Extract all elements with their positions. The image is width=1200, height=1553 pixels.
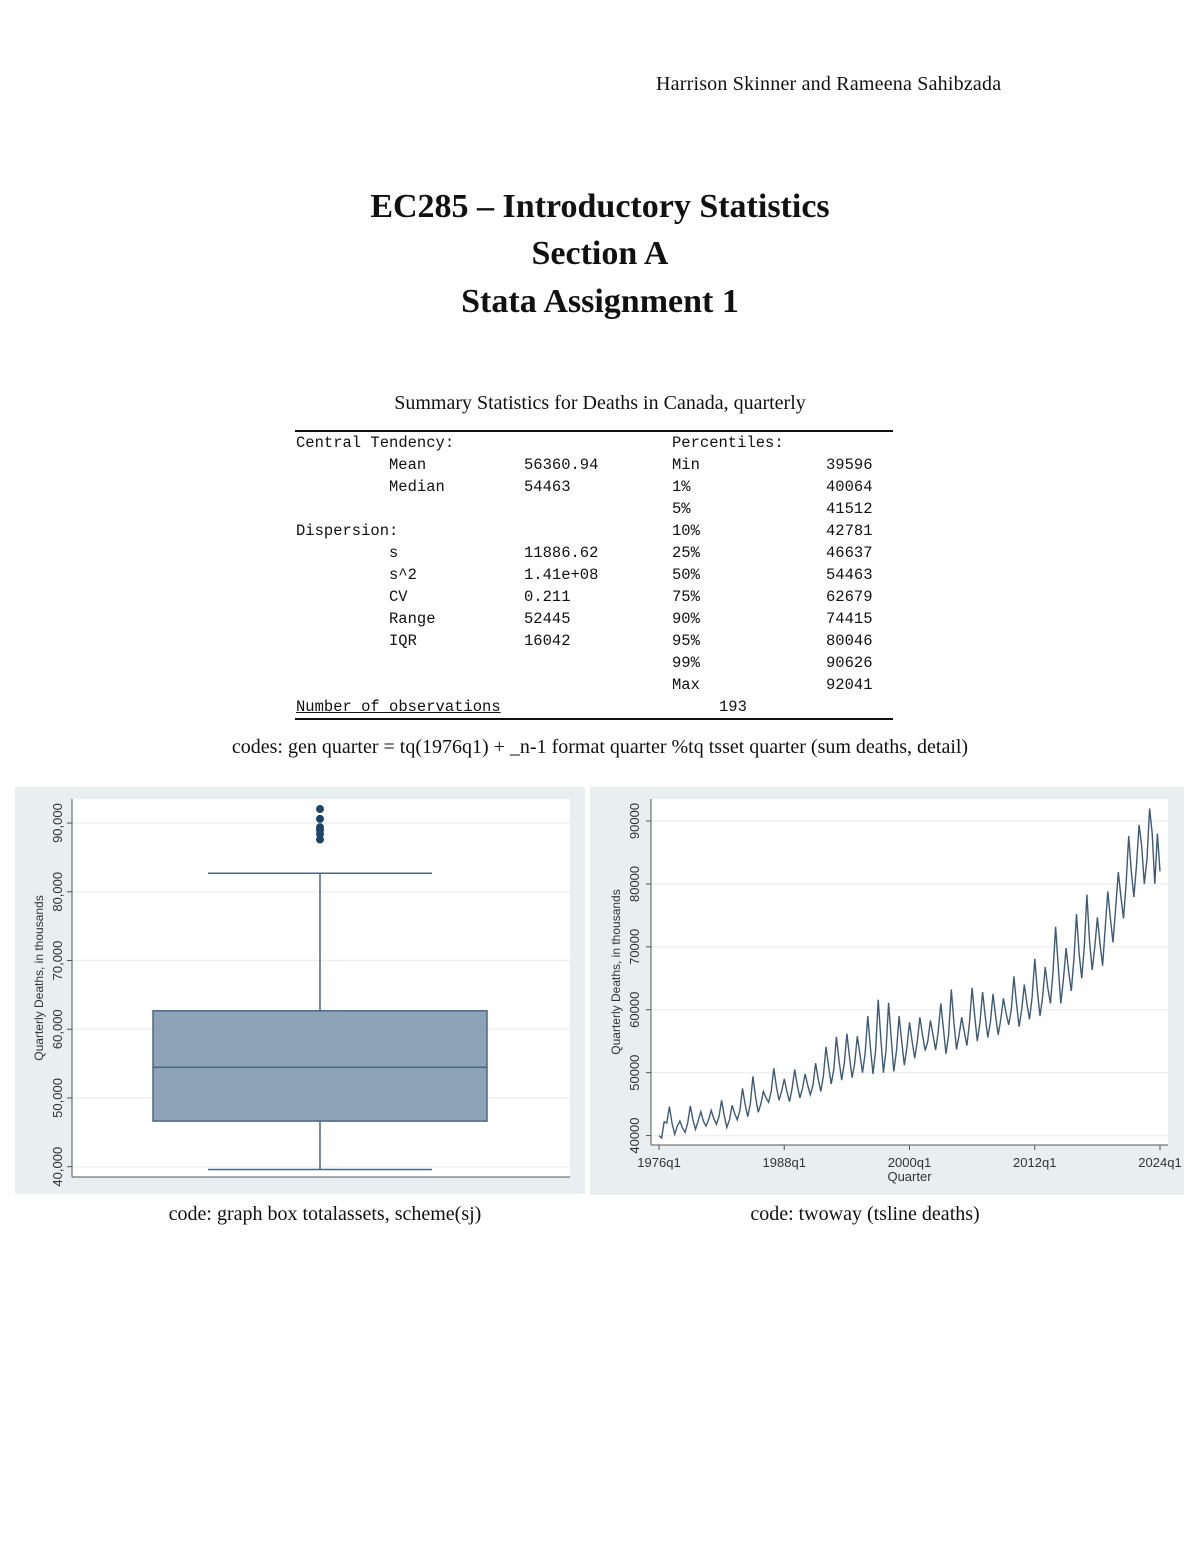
y-tick-label: 80000 [627, 866, 642, 902]
outlier-point [316, 835, 324, 844]
author-names: Harrison Skinner and Rameena Sahibzada [656, 73, 1002, 95]
box-plot: 40,000 50,000 60,000 70,000 80,000 90,000 Quar… [32, 799, 570, 1187]
percentile-value: 74415 [826, 610, 873, 628]
stat-name: Range [389, 610, 436, 628]
x-tick-label: 2012q1 [1013, 1155, 1056, 1170]
table-caption: Summary Statistics for Deaths in Canada,… [394, 392, 806, 414]
table-row: 99% 90626 [295, 652, 893, 674]
percentile-value: 39596 [826, 456, 873, 474]
percentile-label: 5% [672, 500, 691, 518]
outlier-point [316, 814, 324, 823]
box-plot-caption: code: graph box totalassets, scheme(sj) [168, 1203, 482, 1225]
time-series-chart: 40000 50000 60000 70000 80000 90000 1976q1 1988… [609, 799, 1182, 1184]
percentile-value: 40064 [826, 478, 873, 496]
percentile-label: 99% [672, 654, 700, 672]
percentile-label: 50% [672, 566, 700, 584]
percentile-value: 46637 [826, 544, 873, 562]
percentile-label: 90% [672, 610, 700, 628]
outlier-point [316, 823, 324, 832]
summary-statistics-table: Central Tendency: Percentiles: Mean 56360.9… [295, 430, 893, 720]
stat-name: CV [389, 588, 408, 606]
stat-value: 56360.94 [524, 456, 599, 474]
stat-value: 0.211 [524, 588, 571, 606]
y-tick-label: 40,000 [50, 1147, 65, 1187]
percentile-value: 41512 [826, 500, 873, 518]
stat-value: 52445 [524, 610, 571, 628]
stat-name: IQR [389, 632, 417, 650]
y-tick-label: 90,000 [50, 803, 65, 843]
line-chart-panel: 40000 50000 60000 70000 80000 90000 1976q1 1988… [590, 787, 1184, 1195]
outlier-point [316, 805, 324, 814]
x-tick-label: 1976q1 [637, 1155, 680, 1170]
table-row: Mean 56360.94 Min 39596 [295, 454, 893, 476]
stat-name: s^2 [389, 566, 417, 584]
line-chart-caption: code: twoway (tsline deaths) [750, 1203, 980, 1225]
y-tick-label: 40000 [627, 1117, 642, 1153]
stat-value: 16042 [524, 632, 571, 650]
table-row: Range 52445 90% 74415 [295, 608, 893, 630]
percentile-value: 42781 [826, 522, 873, 540]
percentile-value: 92041 [826, 676, 873, 694]
codes-text: codes: gen quarter = tq(1976q1) + _n-1 f… [231, 736, 969, 758]
table-row: Median 54463 1% 40064 [295, 476, 893, 498]
x-axis-label: Quarter [887, 1169, 932, 1184]
y-axis-label: Quarterly Deaths, in thousands [32, 895, 46, 1060]
assignment-title: Stata Assignment 1 [461, 283, 739, 320]
plot-area [651, 799, 1168, 1145]
percentile-value: 90626 [826, 654, 873, 672]
y-tick-label: 60,000 [50, 1009, 65, 1049]
x-tick-label: 2024q1 [1138, 1155, 1181, 1170]
table-row: 5% 41512 [295, 498, 893, 520]
y-tick-label: 50000 [627, 1055, 642, 1091]
y-tick-label: 60000 [627, 992, 642, 1028]
percentile-label: 75% [672, 588, 700, 606]
observations-label: Number of observations [296, 698, 501, 716]
observations-row: Number of observations 193 [295, 696, 893, 718]
box-plot-panel: 40,000 50,000 60,000 70,000 80,000 90,000 Quar… [15, 787, 585, 1194]
y-tick-label: 80,000 [50, 872, 65, 912]
deaths-series-line [658, 808, 1161, 1140]
table-row: s 11886.62 25% 46637 [295, 542, 893, 564]
observations-value: 193 [719, 698, 747, 716]
y-axis-label: Quarterly Deaths, in thousands [609, 889, 623, 1054]
stat-name: Mean [389, 456, 427, 474]
percentile-label: 10% [672, 522, 700, 540]
table-row: Max 92041 [295, 674, 893, 696]
stat-value: 54463 [524, 478, 571, 496]
x-tick-label: 2000q1 [888, 1155, 931, 1170]
y-tick-label: 50,000 [50, 1078, 65, 1118]
y-tick-label: 70,000 [50, 941, 65, 981]
course-title: EC285 – Introductory Statistics [370, 188, 830, 225]
section-title: Section A [531, 235, 669, 272]
stat-name: Median [389, 478, 445, 496]
stat-value: 1.41e+08 [524, 566, 599, 584]
percentile-label: 25% [672, 544, 700, 562]
percentile-label: Percentiles: [672, 434, 784, 452]
iqr-box [152, 1010, 488, 1122]
percentile-value: 62679 [826, 588, 873, 606]
y-tick-label: 70000 [627, 929, 642, 965]
row-label: Dispersion: [296, 522, 399, 540]
percentile-label: 95% [672, 632, 700, 650]
y-tick-label: 90000 [627, 803, 642, 839]
table-row: s^2 1.41e+08 50% 54463 [295, 564, 893, 586]
percentile-label: 1% [672, 478, 691, 496]
row-label: Central Tendency: [296, 434, 455, 452]
percentile-label: Max [672, 676, 700, 694]
percentile-value: 80046 [826, 632, 873, 650]
percentile-value: 54463 [826, 566, 873, 584]
x-tick-label: 1988q1 [763, 1155, 806, 1170]
table-row: CV 0.211 75% 62679 [295, 586, 893, 608]
table-row: Central Tendency: Percentiles: [295, 432, 893, 454]
stat-name: s [389, 544, 399, 562]
percentile-label: Min [672, 456, 700, 474]
stat-value: 11886.62 [524, 544, 599, 562]
table-row: IQR 16042 95% 80046 [295, 630, 893, 652]
table-row: Dispersion: 10% 42781 [295, 520, 893, 542]
